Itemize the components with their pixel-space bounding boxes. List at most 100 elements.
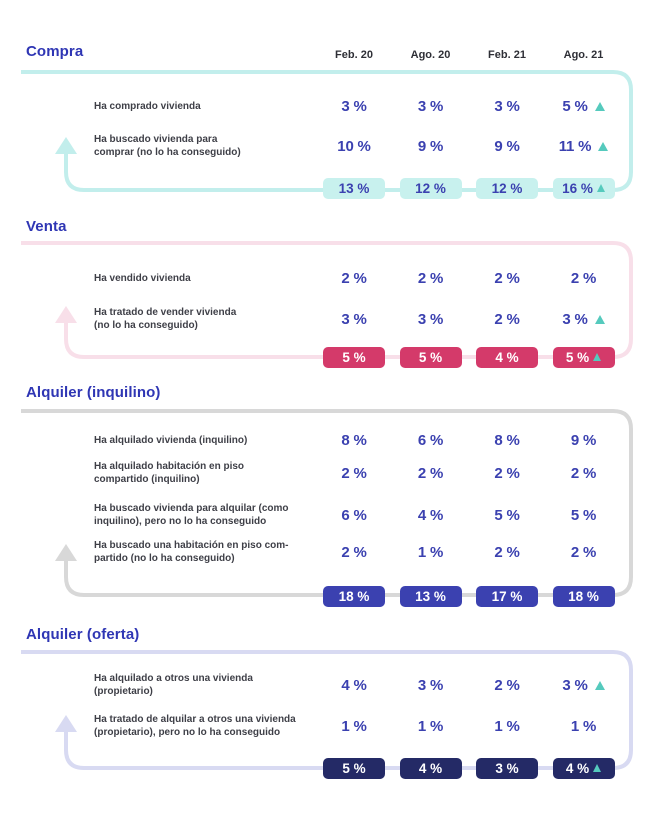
- total-badge: 18 %: [552, 585, 615, 607]
- value: 2 %: [494, 269, 520, 287]
- row-label: Ha alquilado vivienda (inquilino): [94, 434, 248, 446]
- total-badge: 13 %: [399, 585, 462, 607]
- value: 1 %: [570, 717, 597, 735]
- section-compra: Compra Feb. 20 Ago. 20 Feb. 21 Ago. 21 H…: [0, 38, 660, 212]
- value: 9 %: [494, 137, 520, 155]
- value: 3 %: [417, 97, 444, 115]
- total-badge: 3 %: [476, 757, 538, 779]
- value: 1 %: [341, 717, 367, 735]
- row-label: Ha buscado vivienda para comprar (no lo …: [94, 134, 241, 158]
- total-badge: 4 %: [399, 757, 462, 779]
- up-triangle-icon: [593, 764, 602, 772]
- table-row: Ha alquilado habitación en piso comparti…: [0, 456, 660, 490]
- value: 6 %: [341, 506, 367, 524]
- value: 2 %: [570, 464, 597, 482]
- value: 5 %: [494, 506, 520, 524]
- value: 6 %: [417, 431, 444, 449]
- table-row: Ha comprado vivienda 3 % 3 % 3 % 5 %: [0, 89, 660, 123]
- total-badge: 12 %: [476, 177, 538, 199]
- total-badge: 16 %: [552, 177, 615, 199]
- row-label: Ha tratado de vender vivienda (no lo ha …: [94, 307, 237, 331]
- up-triangle-icon: [594, 314, 605, 324]
- totals-row: 13 % 12 % 12 % 16 %: [0, 171, 660, 205]
- value: 4 %: [341, 676, 367, 694]
- table-row: Ha buscado una habitación en piso com- p…: [0, 535, 660, 569]
- totals-row: 5 % 4 % 3 % 4 %: [0, 751, 660, 785]
- value: 2 %: [417, 269, 444, 287]
- row-label: Ha alquilado habitación en piso comparti…: [94, 461, 245, 485]
- row-label: Ha buscado vivienda para alquilar (como …: [94, 503, 289, 527]
- value: 9 %: [417, 137, 444, 155]
- column-header: Feb. 20: [335, 49, 373, 61]
- table-row: Ha buscado vivienda para comprar (no lo …: [0, 129, 660, 163]
- value: 10 %: [337, 137, 371, 155]
- value: 5 %: [562, 97, 588, 115]
- value: 3 %: [562, 676, 588, 694]
- column-header-row: Feb. 20 Ago. 20 Feb. 21 Ago. 21: [0, 38, 660, 72]
- total-badge: 13 %: [323, 177, 385, 199]
- up-triangle-icon: [596, 184, 605, 192]
- table-row: Ha tratado de alquilar a otros una vivie…: [0, 709, 660, 743]
- total-badge: 5 %: [323, 757, 385, 779]
- up-triangle-icon: [594, 680, 605, 690]
- value: 1 %: [494, 717, 520, 735]
- section-venta: Venta Ha vendido vivienda 2 % 2 % 2 % 2 …: [0, 212, 660, 376]
- value: 1 %: [417, 543, 444, 561]
- totals-row: 18 % 13 % 17 % 18 %: [0, 579, 660, 613]
- value: 2 %: [494, 543, 520, 561]
- section-alquiler-inquilino: Alquiler (inquilino) Ha alquilado vivien…: [0, 378, 660, 614]
- value: 3 %: [494, 97, 520, 115]
- value: 3 %: [417, 676, 444, 694]
- total-badge: 5 %: [399, 346, 462, 368]
- total-badge: 5 %: [323, 346, 385, 368]
- value: 2 %: [494, 464, 520, 482]
- total-badge: 17 %: [476, 585, 538, 607]
- row-label: Ha comprado vivienda: [94, 100, 201, 112]
- column-header: Ago. 21: [563, 49, 604, 61]
- value: 11 %: [558, 137, 592, 155]
- value: 8 %: [494, 431, 520, 449]
- value: 2 %: [494, 310, 520, 328]
- row-label: Ha alquilado a otros una vivienda (propi…: [94, 673, 253, 697]
- totals-row: 5 % 5 % 4 % 5 %: [0, 340, 660, 374]
- up-triangle-icon: [598, 141, 609, 151]
- value: 2 %: [570, 269, 597, 287]
- total-badge: 4 %: [552, 757, 615, 779]
- column-header: Feb. 21: [488, 49, 526, 61]
- table-row: Ha alquilado vivienda (inquilino) 8 % 6 …: [0, 423, 660, 457]
- section-title: Alquiler (oferta): [26, 626, 140, 643]
- table-row: Ha tratado de vender vivienda (no lo ha …: [0, 302, 660, 336]
- section-title: Alquiler (inquilino): [26, 384, 161, 401]
- table-row: Ha buscado vivienda para alquilar (como …: [0, 498, 660, 532]
- section-title: Compra: [26, 43, 84, 60]
- row-label: Ha tratado de alquilar a otros una vivie…: [94, 714, 296, 738]
- table-row: Ha vendido vivienda 2 % 2 % 2 % 2 %: [0, 261, 660, 295]
- value: 2 %: [341, 464, 367, 482]
- table-row: Ha alquilado a otros una vivienda (propi…: [0, 668, 660, 702]
- value: 8 %: [341, 431, 367, 449]
- total-badge: 5 %: [552, 346, 615, 368]
- value: 4 %: [417, 506, 444, 524]
- column-header: Ago. 20: [410, 49, 451, 61]
- value: 2 %: [341, 269, 367, 287]
- total-badge: 12 %: [399, 177, 462, 199]
- value: 3 %: [417, 310, 444, 328]
- value: 2 %: [494, 676, 520, 694]
- value: 3 %: [341, 97, 367, 115]
- section-alquiler-oferta: Alquiler (oferta) Ha alquilado a otros u…: [0, 616, 660, 794]
- total-badge: 4 %: [476, 346, 538, 368]
- row-label: Ha vendido vivienda: [94, 272, 191, 284]
- row-label: Ha buscado una habitación en piso com- p…: [94, 540, 289, 564]
- value: 3 %: [341, 310, 367, 328]
- up-triangle-icon: [593, 353, 602, 361]
- value: 1 %: [417, 717, 444, 735]
- up-triangle-icon: [594, 101, 605, 111]
- value: 9 %: [570, 431, 597, 449]
- total-badge: 18 %: [323, 585, 385, 607]
- value: 5 %: [570, 506, 597, 524]
- value: 2 %: [417, 464, 444, 482]
- section-title: Venta: [26, 218, 67, 235]
- value: 2 %: [341, 543, 367, 561]
- value: 2 %: [570, 543, 597, 561]
